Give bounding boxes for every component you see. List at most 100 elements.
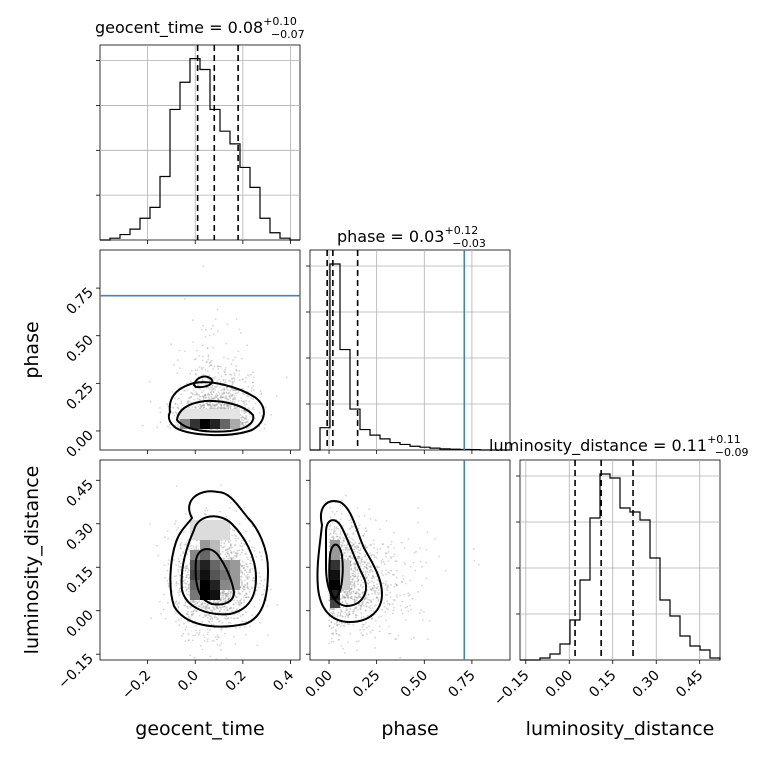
sample-point [259,575,261,578]
sample-point [210,359,213,362]
sample-point [224,368,227,371]
sample-point [196,601,199,604]
sample-point [346,543,349,546]
sample-point [211,393,214,396]
sample-point [353,582,356,584]
sample-point [177,619,180,621]
sample-point [220,648,222,651]
sample-point [351,598,354,601]
sample-point [177,571,180,573]
sample-point [188,550,191,553]
sample-point [185,626,188,629]
sample-point [213,616,216,619]
sample-point [198,398,201,401]
sample-point [357,580,360,582]
sample-point [201,648,204,651]
sample-point [215,638,218,641]
sample-point [359,628,361,631]
sample-point [384,573,387,576]
sample-point [235,406,238,409]
sample-point [198,354,201,357]
sample-point [362,585,365,588]
sample-point [359,604,362,607]
sample-point [382,582,385,585]
sample-point [187,548,190,551]
sample-point [347,548,350,550]
sample-point [206,402,208,405]
sample-point [356,507,359,509]
sample-point [212,391,215,393]
sample-point [252,406,255,409]
sample-point [178,349,181,352]
sample-point [335,630,338,633]
sample-point [357,546,360,549]
sample-point [407,538,410,540]
sample-point [215,393,218,395]
sample-point [243,586,246,589]
sample-point [232,377,235,379]
sample-point [339,530,342,533]
sample-point [344,622,346,625]
sample-point [204,393,206,396]
sample-point [159,411,162,414]
y-tick-label: 0.00 [63,607,96,640]
density-cell [210,550,220,560]
sample-point [178,602,181,605]
sample-point [203,513,206,515]
sample-point [230,616,233,619]
sample-point [244,421,247,424]
sample-point [371,577,374,580]
sample-point [227,593,229,596]
sample-point [222,591,224,594]
sample-point [216,397,219,400]
sample-point [192,600,195,603]
sample-point [353,600,356,603]
sample-point [175,584,178,587]
sample-point [208,404,211,406]
sample-point [355,616,357,619]
sample-point [225,342,228,345]
sample-point [205,396,208,399]
sample-point [220,397,223,399]
sample-point [222,404,225,407]
sample-point [380,572,383,574]
sample-point [241,565,244,568]
sample-point [209,655,212,658]
sample-point [211,405,214,407]
sample-point [242,596,245,599]
sample-point [230,558,233,561]
sample-point [214,397,217,400]
sample-point [227,598,230,601]
sample-point [193,603,195,606]
sample-point [394,638,397,640]
sample-point [193,358,196,361]
sample-point [226,404,228,407]
sample-point [344,549,347,551]
sample-point [227,392,230,395]
sample-point [226,609,228,611]
sample-point [219,396,222,399]
sample-point [330,637,333,640]
sample-point [215,403,218,406]
sample-point [245,592,247,595]
sample-point [230,405,233,408]
sample-point [162,608,165,611]
sample-point [357,609,359,611]
sample-point [206,640,209,643]
sample-point [351,579,354,581]
sample-point [202,394,204,397]
sample-point [371,617,373,620]
sample-point [217,330,219,332]
sample-point [234,534,236,537]
x-tick-label: 0.45 [673,668,706,701]
sample-point [232,359,235,361]
sample-point [477,563,480,566]
sample-point [214,404,217,407]
sample-point [229,394,231,397]
sample-point [341,595,344,598]
sample-point [200,405,203,407]
sample-point [349,608,352,610]
sample-point [202,395,205,398]
sample-point [193,601,196,603]
sample-point [192,613,195,616]
